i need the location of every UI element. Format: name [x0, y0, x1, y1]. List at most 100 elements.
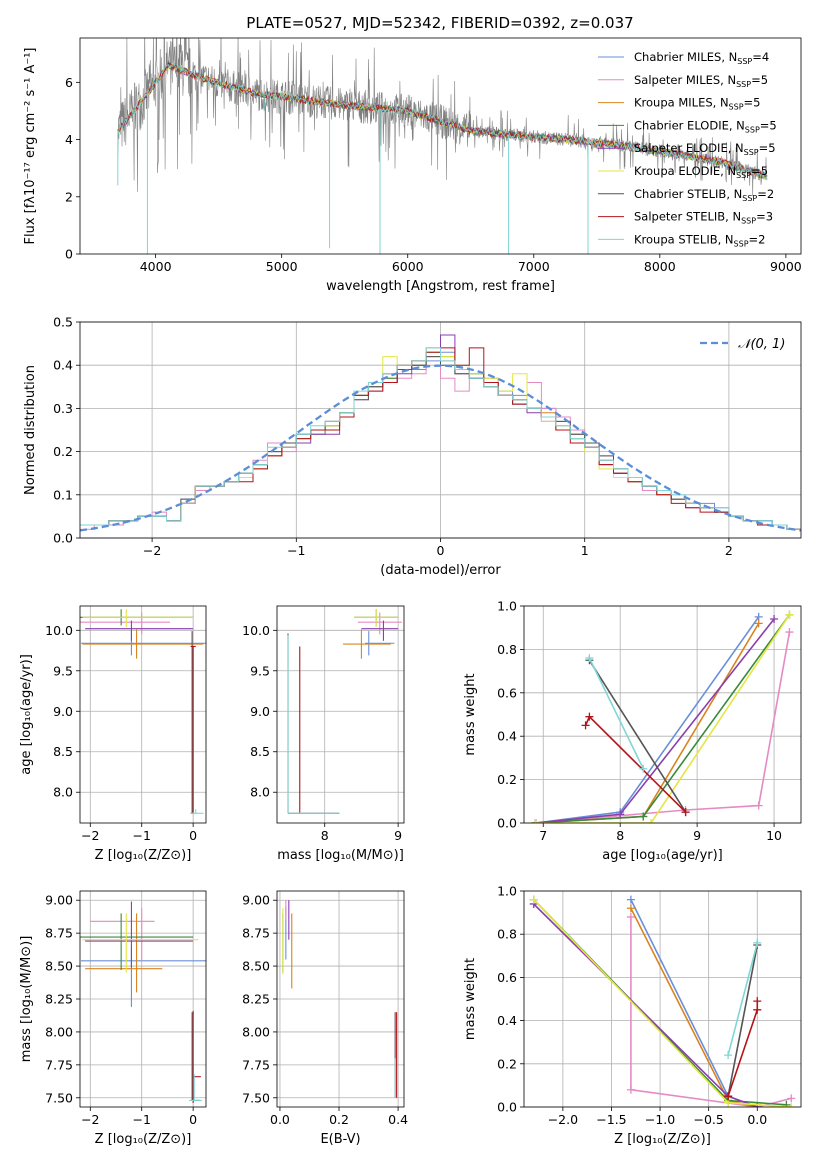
y-tick-label: 7.50 [45, 1090, 73, 1105]
axes-frame [276, 890, 405, 1108]
legend-label: Kroupa ELODIE, NSSP=5 [634, 164, 768, 180]
residual-histogram [80, 347, 801, 530]
weight-marker [531, 819, 540, 823]
plot-area [529, 895, 796, 1107]
x-tick-label: 6000 [392, 259, 424, 274]
y-tick-label: 0.8 [497, 642, 517, 657]
x-tick-label: −1.0 [645, 1112, 675, 1127]
figure-title: PLATE=0527, MJD=52342, FIBERID=0392, z=0… [246, 14, 633, 32]
weight-line [535, 616, 760, 823]
y-tick-label: 0.4 [53, 358, 73, 373]
weight-marker [626, 1085, 635, 1094]
legend-value: =5 [751, 164, 768, 178]
y-tick-label: 0.3 [53, 401, 73, 416]
legend-label: 𝒩(0, 1) [738, 337, 785, 352]
x-tick-label: 7000 [518, 259, 550, 274]
legend-label: Kroupa MILES, NSSP=5 [634, 96, 760, 112]
weight-line [584, 715, 687, 813]
axes-frame [79, 321, 802, 539]
weight-marker [585, 712, 594, 721]
x-axis-label: E(B-V) [320, 1132, 360, 1147]
y-tick-label: 8.25 [242, 992, 270, 1007]
y-tick-label: 10.0 [45, 623, 73, 638]
y-tick-label: 4 [65, 132, 73, 147]
weight-line [588, 657, 645, 770]
y-tick-label: 0.5 [53, 315, 73, 330]
plot-area [80, 609, 206, 814]
x-tick-label: 7 [539, 828, 547, 843]
y-tick-label: 1.0 [497, 599, 517, 614]
legend-subscript: SSP [742, 194, 757, 203]
weight-line [727, 944, 759, 1097]
axes-frame [523, 605, 802, 824]
x-tick-label: 4000 [140, 259, 172, 274]
y-tick-label: 0.6 [497, 970, 517, 985]
age-vs-metallicity-panel: −2 −1 0 8.0 8.5 9.0 9.5 10.0 Z [log₁₀(Z/Z⊙)] age … [19, 605, 207, 863]
y-tick-label: 9.0 [53, 704, 73, 719]
x-axis-label: wavelength [Angstrom, rest frame] [326, 279, 555, 294]
x-tick-label: −2 [81, 828, 99, 843]
x-tick-label: −2 [143, 543, 161, 558]
legend-value: =5 [751, 73, 768, 87]
y-axis-label: mass weight [463, 958, 478, 1040]
x-tick-label: −1 [132, 828, 150, 843]
y-tick-label: 8.00 [242, 1024, 270, 1039]
y-tick-label: 0.2 [497, 1056, 517, 1071]
y-axis-label: age [log₁₀(age/yr)] [19, 654, 34, 775]
weight-marker [646, 819, 655, 823]
legend-value: =2 [749, 232, 766, 246]
weight-vs-metallicity-panel: −2.0 −1.5 −1.0 −0.5 0.0 0.0 0.2 0.4 0.6 0.8 1.0 Z [… [463, 884, 802, 1147]
x-tick-label: 9 [394, 828, 402, 843]
legend-value: =3 [756, 210, 773, 224]
weight-marker [529, 895, 538, 904]
legend-value: =5 [744, 96, 761, 110]
legend-subscript: SSP [734, 239, 749, 248]
legend-subscript: SSP [736, 171, 751, 180]
x-tick-label: 10 [766, 828, 782, 843]
x-tick-label: −1 [287, 543, 305, 558]
y-tick-label: 8.00 [45, 1024, 73, 1039]
weight-marker [626, 895, 635, 904]
legend-subscript: SSP [736, 80, 751, 89]
y-axis-label: mass weight [463, 673, 478, 755]
x-tick-label: 9 [693, 828, 701, 843]
y-axis-label: Flux [fλ10⁻¹⁷ erg cm⁻² s⁻¹ A⁻¹] [23, 48, 38, 245]
weight-line [588, 659, 687, 813]
legend-label: Salpeter ELODIE, NSSP=5 [634, 141, 776, 157]
legend-subscript: SSP [741, 217, 756, 226]
plot-area [80, 901, 206, 1104]
legend-subscript: SSP [737, 57, 752, 66]
plot-area [117, 38, 768, 254]
weight-line [727, 942, 759, 1056]
x-tick-label: 0.2 [329, 1112, 349, 1127]
weight-marker [753, 938, 762, 947]
weight-marker [787, 1103, 796, 1107]
y-tick-label: 9.5 [53, 663, 73, 678]
y-axis-label: mass [log₁₀(M/M⊙)] [19, 936, 34, 1063]
plot-area [287, 609, 402, 814]
mass-vs-extinction-panel: 0.0 0.2 0.4 7.50 7.75 8.00 8.25 8.50 8.75 9.00 E(B… [242, 890, 408, 1147]
x-axis-label: Z [log₁₀(Z/Z⊙)] [614, 1132, 711, 1147]
y-tick-label: 0.4 [497, 1013, 517, 1028]
weight-line [535, 614, 791, 823]
x-axis-label: age [log₁₀(age/yr)] [602, 848, 723, 863]
y-tick-label: 8.50 [45, 959, 73, 974]
y-tick-label: 6 [65, 75, 73, 90]
legend-value: =4 [752, 50, 769, 64]
legend-label: Chabrier MILES, NSSP=4 [634, 50, 769, 66]
x-tick-label: 8000 [644, 259, 676, 274]
axes-frame [79, 605, 207, 824]
weight-marker [626, 912, 635, 921]
weight-marker [785, 628, 794, 637]
y-axis-label: Normed distribution [23, 365, 38, 495]
axes-frame [276, 605, 405, 824]
x-tick-label: 0.4 [388, 1112, 408, 1127]
y-tick-label: 8.75 [45, 926, 73, 941]
x-axis-label: mass [log₁₀(M/M⊙)] [277, 848, 404, 863]
x-tick-label: 5000 [266, 259, 298, 274]
y-tick-label: 7.50 [242, 1090, 270, 1105]
weight-line [535, 631, 791, 823]
plot-area [531, 610, 794, 823]
y-tick-label: 0.1 [53, 487, 73, 502]
residual-histogram-panel: −2 −1 0 1 2 0.0 0.1 0.2 0.3 0.4 0.5 (data-model)/er… [23, 315, 802, 578]
